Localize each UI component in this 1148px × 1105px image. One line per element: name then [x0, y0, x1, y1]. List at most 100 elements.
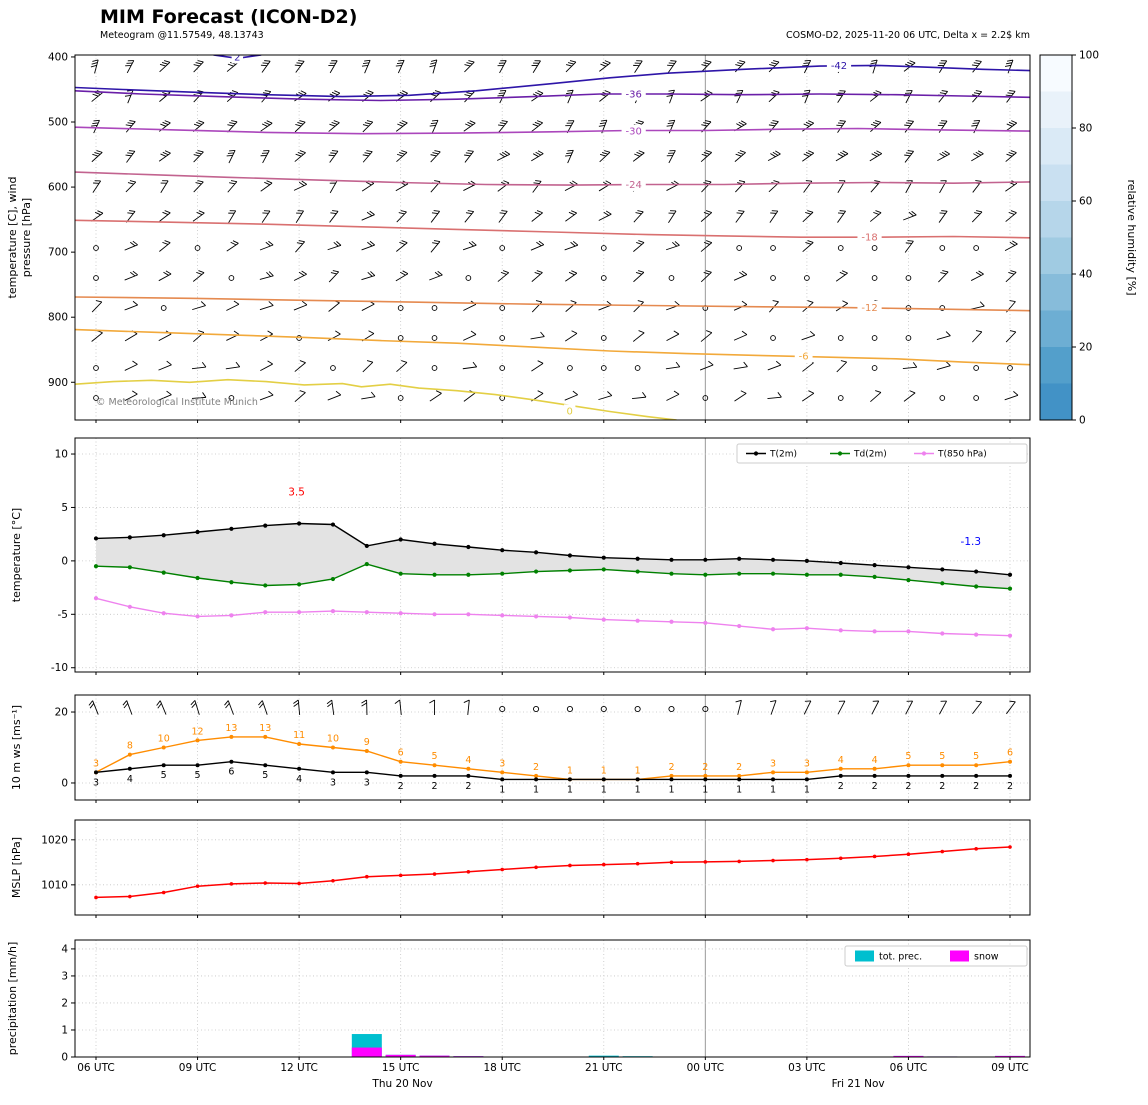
svg-text:-10: -10: [51, 662, 68, 674]
svg-text:2: 2: [736, 762, 742, 773]
svg-text:900: 900: [48, 377, 68, 389]
svg-text:2: 2: [702, 762, 708, 773]
svg-text:20: 20: [1079, 342, 1092, 354]
svg-text:5: 5: [161, 770, 167, 781]
svg-text:40: 40: [1079, 269, 1092, 281]
svg-text:-42: -42: [831, 61, 847, 72]
svg-text:1: 1: [635, 765, 641, 776]
svg-text:13: 13: [225, 723, 237, 734]
svg-text:10 m ws [ms⁻¹]: 10 m ws [ms⁻¹]: [10, 705, 23, 790]
copyright-note: © Meteorological Institute Munich: [96, 397, 258, 408]
svg-text:3: 3: [804, 758, 810, 769]
svg-text:2: 2: [905, 781, 911, 792]
svg-text:temperature [C], wind: temperature [C], wind: [6, 177, 19, 299]
svg-text:3: 3: [61, 970, 68, 982]
svg-text:2: 2: [1007, 781, 1013, 792]
svg-text:1: 1: [567, 765, 573, 776]
svg-text:-18: -18: [861, 233, 877, 244]
svg-text:00 UTC: 00 UTC: [687, 1062, 725, 1074]
svg-text:-30: -30: [626, 127, 642, 138]
svg-text:4: 4: [127, 774, 133, 785]
svg-text:21 UTC: 21 UTC: [585, 1062, 623, 1074]
svg-text:10: 10: [55, 449, 68, 461]
svg-text:0: 0: [61, 555, 68, 567]
svg-text:4: 4: [296, 774, 302, 785]
svg-text:1: 1: [702, 784, 708, 795]
svg-text:700: 700: [48, 247, 68, 259]
svg-text:1: 1: [736, 784, 742, 795]
y-axis-titles: temperature [C], wind pressure [hPa] tempe…: [6, 177, 33, 1056]
svg-text:8: 8: [127, 741, 133, 752]
svg-text:tot. prec.: tot. prec.: [879, 952, 922, 963]
svg-text:5: 5: [262, 770, 268, 781]
svg-text:80: 80: [1079, 123, 1092, 135]
svg-text:1: 1: [770, 784, 776, 795]
svg-text:1: 1: [567, 784, 573, 795]
svg-text:6: 6: [1007, 748, 1013, 759]
svg-text:2: 2: [872, 781, 878, 792]
svg-text:precipitation [mm/h]: precipitation [mm/h]: [6, 942, 19, 1056]
svg-text:T(2m): T(2m): [769, 450, 797, 460]
svg-text:06 UTC: 06 UTC: [77, 1062, 115, 1074]
svg-text:0: 0: [567, 406, 573, 417]
svg-text:Fri 21 Nov: Fri 21 Nov: [832, 1078, 885, 1090]
svg-text:2: 2: [668, 762, 674, 773]
svg-text:800: 800: [48, 312, 68, 324]
svg-text:temperature [°C]: temperature [°C]: [10, 508, 23, 602]
svg-text:1010: 1010: [41, 879, 68, 891]
svg-text:3.5: 3.5: [288, 487, 305, 499]
svg-text:2: 2: [431, 781, 437, 792]
svg-text:-1.3: -1.3: [961, 536, 982, 548]
svg-text:-36: -36: [626, 90, 642, 101]
svg-text:0: 0: [61, 777, 68, 789]
colorbar-humidity: 0 20 40 60 80 100 relative humidity [%]: [1039, 50, 1138, 427]
svg-text:snow: snow: [974, 952, 999, 963]
svg-text:4: 4: [838, 755, 844, 766]
svg-text:400: 400: [48, 51, 68, 63]
model-run-info: COSMO-D2, 2025-11-20 06 UTC, Delta x = 2…: [785, 30, 1030, 41]
svg-text:1: 1: [635, 784, 641, 795]
svg-text:4: 4: [465, 755, 471, 766]
svg-text:2: 2: [838, 781, 844, 792]
svg-text:-24: -24: [626, 180, 642, 191]
svg-text:1: 1: [601, 784, 607, 795]
legend-precipitation: tot. prec. snow: [844, 945, 1028, 967]
svg-text:3: 3: [770, 758, 776, 769]
svg-text:600: 600: [48, 182, 68, 194]
x-axis: 06 UTC 09 UTC 12 UTC 15 UTC 18 UTC 21 UTC 00 U…: [77, 1062, 1029, 1090]
svg-text:relative humidity [%]: relative humidity [%]: [1125, 179, 1138, 295]
svg-text:100: 100: [1079, 50, 1099, 62]
svg-text:3: 3: [330, 777, 336, 788]
svg-text:3: 3: [93, 777, 99, 788]
svg-text:03 UTC: 03 UTC: [788, 1062, 826, 1074]
svg-text:10: 10: [327, 734, 339, 745]
svg-text:2: 2: [61, 997, 68, 1009]
svg-text:Thu 20 Nov: Thu 20 Nov: [371, 1078, 432, 1090]
svg-text:12: 12: [192, 726, 204, 737]
svg-text:60: 60: [1079, 196, 1092, 208]
svg-text:5: 5: [195, 770, 201, 781]
svg-text:12 UTC: 12 UTC: [280, 1062, 318, 1074]
svg-text:4: 4: [872, 755, 878, 766]
contour-area: 2 -42 -36 -30 -24 -18 -12 -6 0: [75, 52, 1030, 420]
svg-text:1: 1: [804, 784, 810, 795]
svg-text:1: 1: [61, 1024, 68, 1036]
svg-text:5: 5: [61, 502, 68, 514]
svg-text:MSLP [hPa]: MSLP [hPa]: [10, 837, 23, 898]
svg-text:18 UTC: 18 UTC: [483, 1062, 521, 1074]
svg-text:5: 5: [939, 751, 945, 762]
svg-text:1: 1: [668, 784, 674, 795]
svg-text:500: 500: [48, 117, 68, 129]
svg-text:1020: 1020: [41, 834, 68, 846]
svg-text:Td(2m): Td(2m): [853, 450, 887, 460]
svg-text:06 UTC: 06 UTC: [890, 1062, 928, 1074]
svg-text:T(850 hPa): T(850 hPa): [937, 450, 987, 460]
svg-text:2: 2: [234, 52, 240, 63]
svg-text:6: 6: [228, 767, 234, 778]
svg-text:15 UTC: 15 UTC: [382, 1062, 420, 1074]
svg-text:2: 2: [465, 781, 471, 792]
svg-text:-6: -6: [799, 352, 809, 363]
svg-text:pressure [hPa]: pressure [hPa]: [20, 198, 33, 277]
panel-pressure-wind: 2 -42 -36 -30 -24 -18 -12 -6 0 400 500 600 700 800 900: [48, 51, 1031, 423]
